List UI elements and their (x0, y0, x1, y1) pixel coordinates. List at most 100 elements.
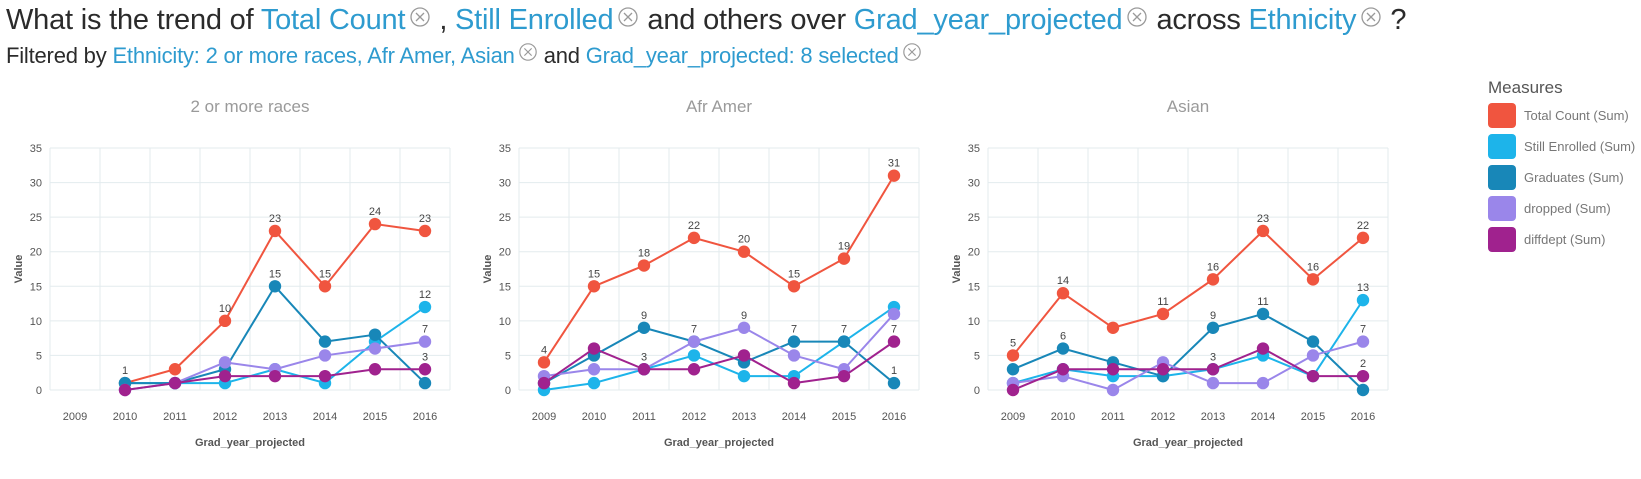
data-point (318, 349, 332, 362)
y-tick-label: 5 (505, 350, 511, 362)
remove-filter-grad-year-icon[interactable] (902, 41, 922, 69)
legend-label-still-enrolled: Still Enrolled (Sum) (1524, 139, 1636, 154)
x-tick-label: 2010 (113, 411, 137, 423)
series-total-count: 4 15 18 22 20 15 19 31 (537, 158, 901, 369)
data-point (368, 328, 382, 341)
x-tick-label: 2010 (582, 411, 606, 423)
remove-filter-ethnicity-icon[interactable] (518, 41, 538, 69)
data-label: 15 (788, 268, 800, 280)
chart-title: 2 or more races (190, 97, 309, 116)
x-tick-label: 2015 (1301, 411, 1325, 423)
x-tick-label: 2015 (363, 411, 387, 423)
legend-item-dropped[interactable]: dropped (Sum) (1488, 193, 1641, 224)
data-label: 3 (1210, 351, 1216, 363)
data-point (687, 231, 701, 245)
filter-token-ethnicity[interactable]: Ethnicity: 2 or more races, Afr Amer, As… (112, 43, 515, 68)
legend-label-total-count: Total Count (Sum) (1524, 108, 1629, 123)
data-point (1356, 369, 1370, 383)
x-tick-label: 2013 (732, 411, 756, 423)
y-tick-label: 20 (499, 247, 511, 259)
remove-x-field-icon[interactable] (1126, 0, 1148, 39)
data-point (837, 335, 851, 348)
filter-prefix: Filtered by (6, 43, 107, 68)
data-point (268, 280, 282, 293)
y-tick-label: 10 (968, 316, 980, 328)
legend-item-graduates[interactable]: Graduates (Sum) (1488, 162, 1641, 193)
y-tick-label: 5 (36, 350, 42, 362)
y-tick-label: 15 (499, 281, 511, 293)
x-field-token[interactable]: Grad_year_projected (853, 4, 1123, 36)
legend-swatch-still-enrolled (1488, 134, 1516, 159)
data-label: 14 (1057, 275, 1069, 287)
data-point (1156, 363, 1170, 376)
x-tick-label: 2011 (163, 411, 187, 423)
y-tick-label: 0 (36, 385, 42, 397)
remove-group-field-icon[interactable] (1360, 0, 1382, 39)
data-label: 23 (419, 213, 431, 225)
x-tick-label: 2009 (1001, 411, 1025, 423)
data-point (318, 280, 332, 293)
chart-panel-afr-amer: Afr Amer 0 5 10 15 20 25 30 35 Value 2009 2010 2011 2… (482, 97, 920, 449)
legend-item-diffdept[interactable]: diffdept (Sum) (1488, 224, 1641, 255)
data-label: 10 (219, 303, 231, 315)
x-tick-label: 2011 (632, 411, 656, 423)
data-point (1256, 224, 1270, 238)
data-point (1256, 342, 1270, 355)
data-label: 20 (738, 234, 750, 246)
y-tick-label: 30 (30, 178, 42, 190)
data-label: 19 (838, 241, 850, 253)
y-tick-label: 20 (968, 247, 980, 259)
measure-token-still-enrolled[interactable]: Still Enrolled (455, 4, 614, 36)
legend-label-graduates: Graduates (Sum) (1524, 170, 1624, 185)
legend-item-still-enrolled[interactable]: Still Enrolled (Sum) (1488, 131, 1641, 162)
data-point (418, 363, 432, 376)
group-field-token[interactable]: Ethnicity (1248, 4, 1357, 36)
data-label: 22 (1357, 220, 1369, 232)
data-label: 9 (1210, 310, 1216, 322)
legend: Measures Total Count (Sum) Still Enrolle… (1488, 78, 1641, 255)
y-tick-label: 20 (30, 247, 42, 259)
data-label: 23 (269, 213, 281, 225)
data-point (1306, 335, 1320, 348)
remove-measure-total-count-icon[interactable] (409, 0, 431, 39)
data-point (587, 376, 601, 390)
series-line (1012, 340, 1364, 391)
question-mark: ? (1390, 4, 1407, 36)
x-tick-label: 2011 (1101, 411, 1125, 423)
series-line (543, 306, 895, 391)
data-label: 3 (641, 351, 647, 363)
data-point (637, 259, 651, 272)
x-tick-label: 2014 (782, 411, 806, 423)
y-tick-label: 15 (30, 281, 42, 293)
data-point (1056, 363, 1070, 376)
data-point (637, 321, 651, 334)
data-point (268, 369, 282, 383)
data-point (537, 376, 551, 390)
x-axis-label: Grad_year_projected (664, 437, 774, 449)
data-point (737, 349, 751, 362)
y-tick-label: 5 (974, 350, 980, 362)
question-comma: , (439, 4, 448, 36)
data-label: 7 (841, 324, 847, 336)
legend-item-total-count[interactable]: Total Count (Sum) (1488, 100, 1641, 131)
data-point (268, 224, 282, 238)
y-axis-label: Value (482, 255, 494, 284)
x-tick-label: 2016 (413, 411, 437, 423)
measure-token-total-count[interactable]: Total Count (260, 4, 406, 36)
data-point (418, 300, 432, 314)
data-point (1306, 273, 1320, 286)
series-total-count: 5 14 11 16 23 16 22 (1006, 213, 1370, 362)
series-total-count: 1 10 23 15 24 23 (118, 206, 432, 390)
data-point (787, 349, 801, 362)
data-point (418, 335, 432, 348)
y-tick-label: 25 (30, 212, 42, 224)
filter-token-grad-year[interactable]: Grad_year_projected: 8 selected (585, 43, 899, 68)
data-point (1056, 342, 1070, 355)
legend-title: Measures (1488, 78, 1563, 97)
series-diffdept: 32 (1006, 342, 1370, 397)
data-point (218, 369, 232, 383)
series-line (1012, 312, 1364, 391)
series-line (1012, 347, 1363, 391)
remove-measure-still-enrolled-icon[interactable] (617, 0, 639, 39)
